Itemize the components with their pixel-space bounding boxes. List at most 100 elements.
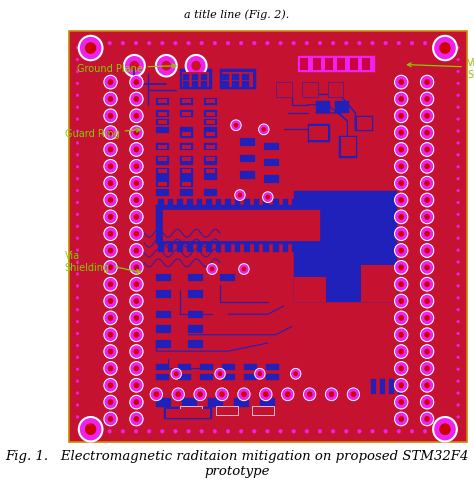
Bar	[188, 291, 203, 298]
Bar	[158, 100, 167, 104]
Circle shape	[424, 215, 430, 221]
Circle shape	[76, 59, 79, 62]
Circle shape	[424, 399, 430, 405]
Bar	[389, 379, 393, 394]
Bar	[283, 245, 288, 252]
Circle shape	[424, 147, 430, 153]
Circle shape	[130, 278, 143, 291]
Bar	[180, 156, 193, 163]
Circle shape	[194, 388, 206, 401]
Bar	[178, 364, 191, 370]
Circle shape	[394, 76, 408, 90]
Circle shape	[154, 391, 159, 397]
Bar	[156, 159, 170, 165]
Circle shape	[265, 42, 269, 46]
Circle shape	[76, 237, 79, 240]
Bar	[283, 200, 288, 207]
Bar	[222, 81, 229, 87]
Circle shape	[242, 267, 246, 272]
Circle shape	[420, 362, 434, 375]
Circle shape	[439, 43, 451, 55]
Bar	[182, 145, 191, 149]
Circle shape	[257, 371, 262, 376]
Bar	[156, 364, 170, 370]
Circle shape	[76, 202, 79, 204]
Circle shape	[172, 388, 184, 401]
Circle shape	[410, 42, 414, 46]
Circle shape	[255, 368, 265, 379]
Circle shape	[108, 215, 113, 221]
Bar	[158, 170, 167, 174]
Circle shape	[104, 126, 117, 140]
Bar	[188, 325, 203, 333]
Circle shape	[394, 395, 408, 409]
Circle shape	[433, 417, 457, 442]
Bar	[325, 59, 333, 71]
Circle shape	[213, 429, 217, 433]
Circle shape	[130, 143, 143, 157]
Circle shape	[424, 181, 430, 187]
Circle shape	[134, 181, 139, 187]
Circle shape	[130, 362, 143, 375]
Bar	[220, 274, 235, 282]
Circle shape	[235, 190, 245, 201]
Bar	[156, 181, 170, 187]
Circle shape	[305, 42, 309, 46]
Circle shape	[420, 278, 434, 291]
Bar	[222, 73, 253, 88]
Bar	[182, 81, 189, 87]
Bar	[206, 200, 212, 207]
Bar	[264, 245, 269, 252]
Circle shape	[108, 248, 113, 254]
Circle shape	[130, 295, 143, 308]
Circle shape	[130, 126, 143, 140]
Bar	[240, 172, 255, 179]
Bar	[220, 70, 256, 90]
Bar	[204, 156, 217, 163]
Bar	[182, 399, 197, 407]
Bar	[264, 176, 279, 183]
Bar	[164, 407, 212, 419]
Bar	[180, 132, 193, 138]
Bar	[273, 245, 279, 252]
Circle shape	[420, 93, 434, 106]
Circle shape	[424, 383, 430, 388]
Bar	[206, 121, 215, 125]
Circle shape	[108, 164, 113, 170]
Bar	[204, 159, 217, 165]
Circle shape	[265, 195, 270, 200]
Circle shape	[398, 231, 404, 237]
Circle shape	[130, 379, 143, 392]
Bar	[156, 120, 170, 126]
Circle shape	[457, 130, 460, 133]
Circle shape	[420, 345, 434, 359]
Bar	[244, 245, 250, 252]
Circle shape	[420, 395, 434, 409]
Circle shape	[130, 395, 143, 409]
Circle shape	[76, 344, 79, 347]
Circle shape	[262, 128, 266, 133]
Bar	[177, 245, 183, 252]
Bar	[180, 99, 193, 105]
Circle shape	[424, 97, 430, 102]
Circle shape	[187, 429, 191, 433]
Bar	[254, 200, 259, 207]
Circle shape	[134, 215, 139, 221]
Circle shape	[307, 391, 312, 397]
Bar	[266, 364, 279, 370]
Bar	[316, 102, 329, 114]
Bar	[356, 117, 374, 132]
Circle shape	[162, 61, 171, 71]
Bar	[182, 73, 210, 88]
Bar	[362, 59, 370, 71]
Circle shape	[186, 56, 207, 77]
Circle shape	[108, 383, 113, 388]
Circle shape	[108, 315, 113, 321]
Bar	[156, 205, 170, 212]
Circle shape	[282, 388, 294, 401]
Circle shape	[420, 126, 434, 140]
Circle shape	[371, 42, 374, 46]
Circle shape	[457, 392, 460, 395]
Circle shape	[200, 429, 204, 433]
Circle shape	[279, 42, 283, 46]
